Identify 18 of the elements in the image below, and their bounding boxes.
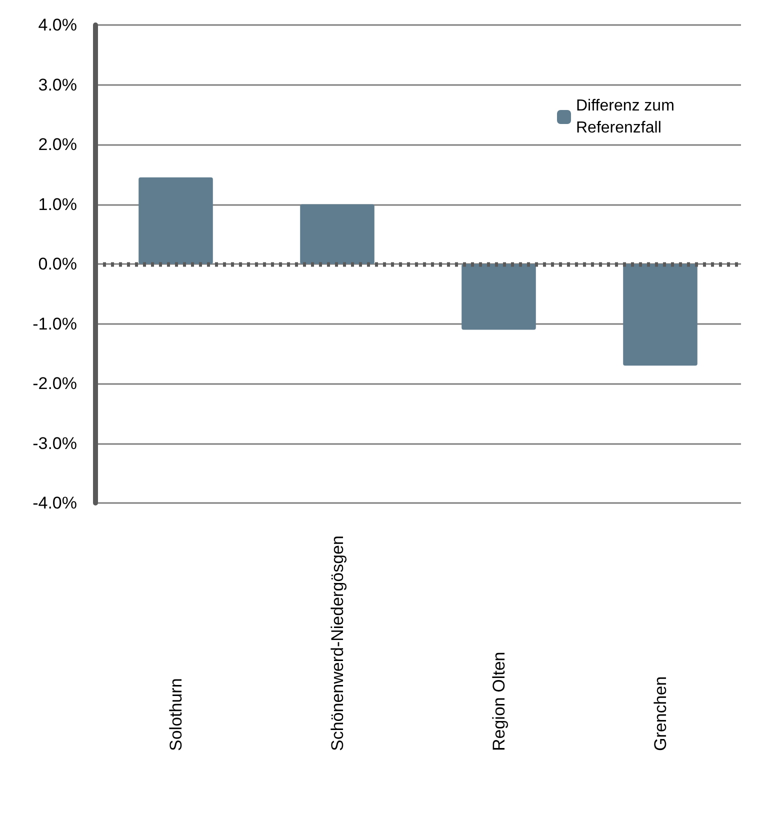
x-tick-label: Grenchen xyxy=(650,676,670,751)
y-tick-label: -4.0% xyxy=(32,494,77,512)
bar xyxy=(138,177,213,264)
y-tick-label: 1.0% xyxy=(38,194,77,214)
x-tick-label: Schönenwerd-Niedergösgen xyxy=(328,536,347,751)
bar xyxy=(623,264,698,366)
y-tick-label: 4.0% xyxy=(38,16,77,34)
bar xyxy=(300,204,374,264)
y-tick-label: 3.0% xyxy=(38,75,77,94)
bar xyxy=(462,264,536,330)
y-tick-label: -1.0% xyxy=(32,314,77,334)
x-tick-label: Solothurn xyxy=(166,678,186,751)
y-tick-label: 0.0% xyxy=(38,254,77,274)
y-tick-label: -3.0% xyxy=(32,434,77,453)
y-tick-label: -2.0% xyxy=(32,374,77,393)
y-tick-label: 2.0% xyxy=(38,135,77,154)
legend-label: Differenz zum Referenzfall xyxy=(576,98,679,136)
x-tick-label: Region Olten xyxy=(489,652,508,751)
